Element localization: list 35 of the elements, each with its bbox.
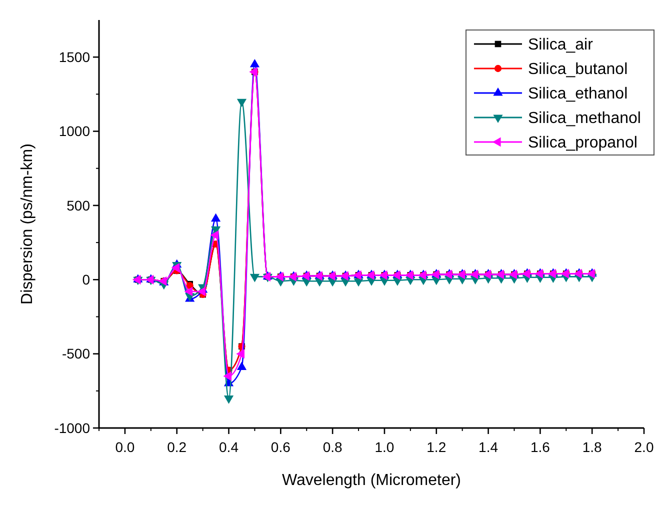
x-tick-label: 2.0 [634, 439, 654, 455]
y-tick-label: 500 [66, 197, 90, 214]
legend-label: Silica_propanol [528, 134, 638, 152]
point [210, 230, 219, 240]
point [210, 213, 221, 222]
x-tick-label: 0.4 [219, 439, 239, 455]
y-tick-label: -500 [62, 346, 90, 362]
legend-label: Silica_methanol [528, 110, 641, 128]
x-tick-label: 0.8 [322, 439, 343, 455]
x-tick-label: 1.4 [478, 439, 498, 455]
legend-label: Silica_air [528, 36, 594, 54]
y-tick-label: 1000 [58, 123, 90, 140]
x-tick-label: 1.2 [426, 439, 446, 455]
x-tick-label: 0.2 [167, 439, 187, 455]
x-tick-label: 0.0 [115, 439, 135, 455]
y-tick-label: -1000 [54, 420, 90, 436]
point [250, 58, 260, 68]
point [171, 262, 180, 273]
y-axis-title: Dispersion (ps/nm-km) [19, 144, 36, 304]
x-tick-label: 1.6 [530, 439, 550, 455]
point [236, 349, 245, 359]
legend-label: Silica_ethanol [528, 86, 628, 103]
x-tick-label: 1.0 [374, 439, 394, 455]
x-tick-label: 1.8 [582, 439, 602, 455]
x-axis-title: Wavelength (Micrometer) [282, 472, 462, 489]
y-tick-label: 0 [82, 272, 90, 288]
legend-label: Silica_butanol [528, 61, 628, 78]
point [197, 286, 206, 296]
point [224, 396, 234, 404]
y-tick-label: 1500 [58, 48, 90, 65]
point [184, 286, 193, 296]
point [223, 371, 232, 381]
point [250, 274, 260, 282]
x-tick-label: 0.6 [270, 439, 291, 455]
point [354, 278, 364, 287]
